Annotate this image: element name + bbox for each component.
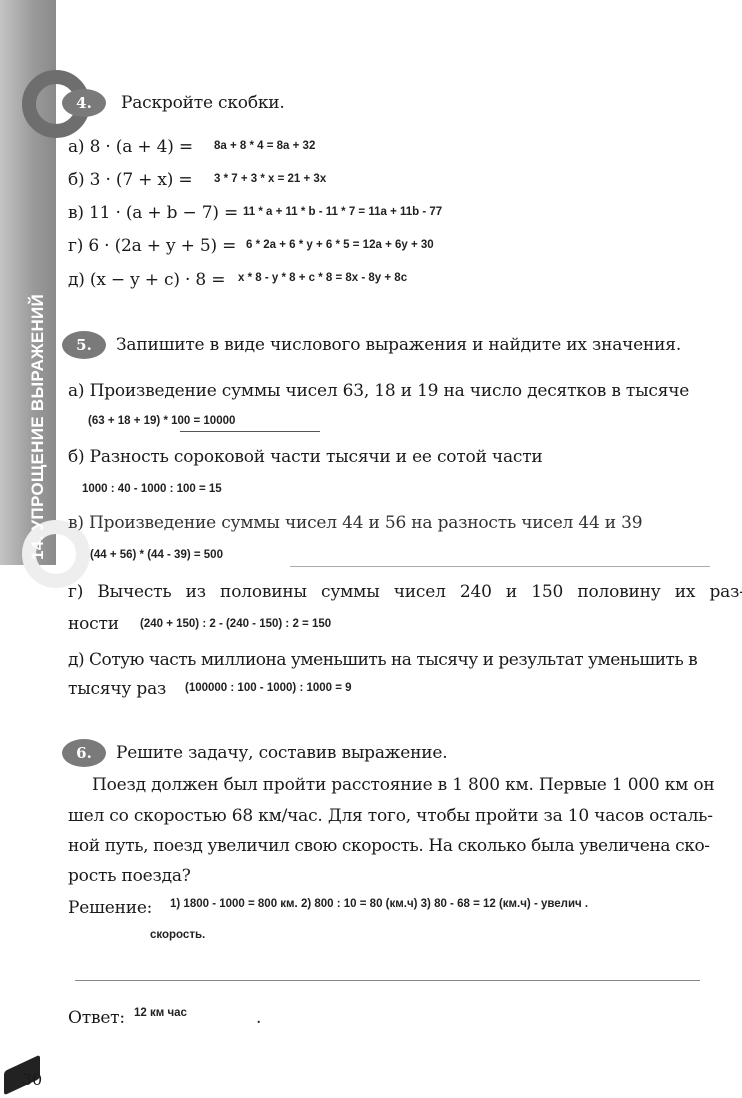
- handwritten-answer: 11 * a + 11 * b - 11 * 7 = 11a + 11b - 7…: [243, 206, 443, 218]
- task-item-prompt: д) (x − y + c) · 8 =: [68, 270, 226, 290]
- handwritten-answer: 3 * 7 + 3 * x = 21 + 3x: [214, 173, 327, 185]
- answer-line: [180, 431, 320, 432]
- solution-label: Решение:: [68, 898, 153, 918]
- chapter-title: 14. УПРОЩЕНИЕ ВЫРАЖЕНИЙ: [28, 293, 47, 560]
- answer-label: Ответ:: [68, 1008, 125, 1028]
- task-item-text: а) Произведение суммы чисел 63, 18 и 19 …: [68, 381, 690, 401]
- task-item-prompt: а) 8 · (a + 4) =: [68, 137, 193, 157]
- handwritten-answer: (63 + 18 + 19) * 100 = 10000: [88, 415, 236, 427]
- handwritten-answer: (100000 : 100 - 1000) : 1000 = 9: [185, 682, 352, 694]
- handwritten-solution: скорость.: [150, 929, 206, 941]
- problem-text-line: шел со скоростью 68 км/час. Для того, чт…: [68, 806, 713, 826]
- task-title: Запишите в виде числового выражения и на…: [116, 335, 682, 355]
- task-item-prompt: б) 3 · (7 + x) =: [68, 170, 193, 190]
- task-title: Решите задачу, составив выражение.: [116, 743, 448, 763]
- page-number: 30: [22, 1070, 42, 1089]
- problem-text-line: рость поезда?: [68, 866, 191, 886]
- task-item-text: ности: [68, 614, 119, 634]
- task-item-prompt: г) 6 · (2a + y + 5) =: [68, 236, 237, 256]
- handwritten-solution: 1) 1800 - 1000 = 800 км. 2) 800 : 10 = 8…: [170, 898, 589, 910]
- handwritten-answer: 6 * 2a + 6 * y + 6 * 5 = 12a + 6y + 30: [246, 239, 434, 251]
- task-item-text: в) Произведение суммы чисел 44 и 56 на р…: [68, 513, 643, 533]
- task-item-text: г) Вычесть из половины суммы чисел 240 и…: [68, 582, 742, 602]
- problem-text-line: Поезд должен был пройти расстояние в 1 8…: [92, 775, 715, 795]
- handwritten-answer: x * 8 - y * 8 + c * 8 = 8x - 8y + 8c: [238, 272, 408, 284]
- task-number-badge: 4.: [62, 89, 106, 117]
- task-number-badge: 5.: [62, 331, 106, 359]
- chapter-sidebar: 14. УПРОЩЕНИЕ ВЫРАЖЕНИЙ: [0, 0, 90, 588]
- task-number-badge: 6.: [62, 739, 106, 767]
- task-item-prompt: в) 11 · (a + b − 7) =: [68, 203, 239, 223]
- handwritten-answer: 12 км час: [134, 1007, 187, 1019]
- task-item-text: б) Разность сороковой части тысячи и ее …: [68, 447, 543, 467]
- handwritten-answer: 1000 : 40 - 1000 : 100 = 15: [82, 483, 222, 495]
- answer-line: [290, 566, 710, 567]
- answer-line: [75, 980, 700, 981]
- handwritten-answer: (240 + 150) : 2 - (240 - 150) : 2 = 150: [140, 618, 332, 630]
- task-item-text: д) Сотую часть миллиона уменьшить на тыс…: [68, 650, 698, 670]
- handwritten-answer: 8a + 8 * 4 = 8a + 32: [214, 140, 316, 152]
- task-item-text: тысячу раз: [68, 679, 167, 699]
- answer-end-mark: .: [256, 1008, 262, 1028]
- problem-text-line: ной путь, поезд увеличил свою скорость. …: [68, 836, 710, 856]
- task-title: Раскройте скобки.: [121, 93, 285, 113]
- handwritten-answer: (44 + 56) * (44 - 39) = 500: [90, 549, 223, 561]
